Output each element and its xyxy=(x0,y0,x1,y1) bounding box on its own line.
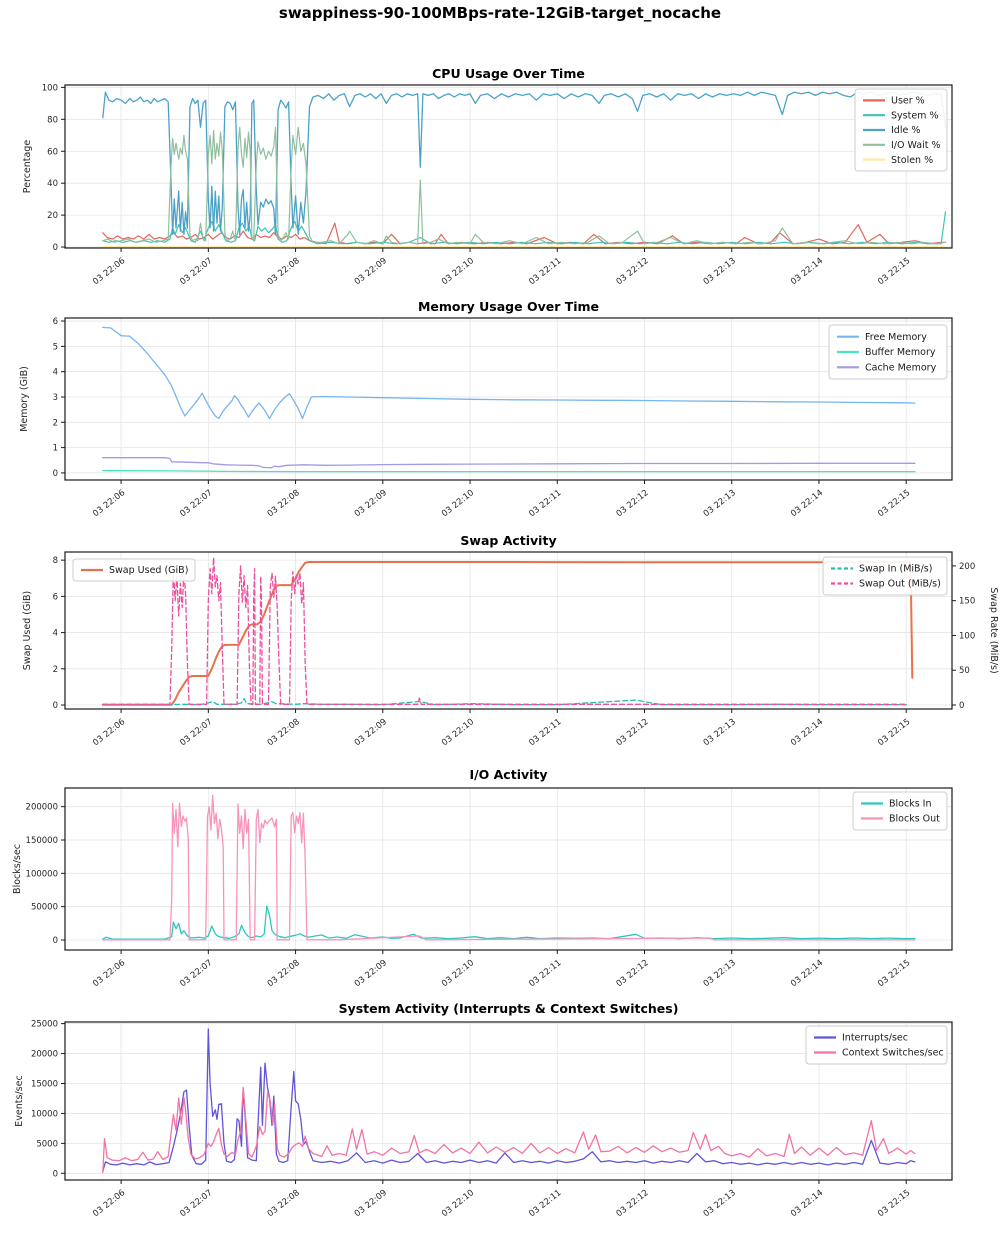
legend-label: Idle % xyxy=(891,125,920,136)
plot-border xyxy=(64,1021,953,1181)
legend-label: Free Memory xyxy=(865,332,927,343)
legend-label: Blocks Out xyxy=(889,814,940,825)
y-tick-label: 0 xyxy=(53,469,58,479)
y-axis-label: Swap Used (GiB) xyxy=(22,591,33,670)
y-tick-label: 80 xyxy=(47,115,58,125)
legend-label: Interrupts/sec xyxy=(842,1033,908,1044)
y-tick-label: 200000 xyxy=(26,803,58,813)
y-axis-label: Percentage xyxy=(22,140,33,194)
y-tick-label: 0 xyxy=(53,1169,58,1179)
legend-label: Swap Out (MiB/s) xyxy=(859,579,941,590)
y-tick-label: 100 xyxy=(42,83,58,93)
right-y-tick-label: 50 xyxy=(959,666,970,676)
legend: Free Memory Buffer Memory Cache Memory xyxy=(828,324,948,380)
legend-label: Swap Used (GiB) xyxy=(109,565,188,576)
legend: Blocks In Blocks Out xyxy=(852,791,948,831)
y-tick-label: 0 xyxy=(53,243,58,253)
series-buffer-memory xyxy=(102,469,916,473)
series-idle xyxy=(102,91,947,235)
y-tick-label: 20000 xyxy=(31,1050,58,1060)
y-tick-label: 0 xyxy=(53,701,58,711)
series-free-memory xyxy=(102,326,916,420)
figure-title: swappiness-90-100MBps-rate-12GiB-target_… xyxy=(278,4,722,22)
legend-label: Context Switches/sec xyxy=(842,1048,944,1059)
legend-label: I/O Wait % xyxy=(891,140,941,151)
chart-title: Memory Usage Over Time xyxy=(418,299,599,314)
chart-title: Swap Activity xyxy=(460,533,556,548)
y-tick-label: 6 xyxy=(53,592,58,602)
legend-label: Blocks In xyxy=(889,799,932,810)
y-axis-label: Memory (GiB) xyxy=(19,366,30,432)
y-tick-label: 150000 xyxy=(26,836,58,846)
y-tick-label: 100000 xyxy=(26,869,58,879)
series-cache-memory xyxy=(102,457,916,469)
right-y-tick-label: 0 xyxy=(959,701,964,711)
y-tick-label: 60 xyxy=(47,147,58,157)
y-tick-label: 1 xyxy=(53,444,58,454)
plot-border xyxy=(64,84,953,249)
series-i-o-wait xyxy=(102,126,947,245)
chart-title: System Activity (Interrupts & Context Sw… xyxy=(339,1001,679,1016)
legend: Interrupts/sec Context Switches/sec xyxy=(805,1025,948,1065)
y-tick-label: 2 xyxy=(53,418,58,428)
series-swap-in-mib-s xyxy=(102,698,907,706)
y-tick-label: 10000 xyxy=(31,1109,58,1119)
legend-label: Stolen % xyxy=(891,155,933,166)
y-tick-label: 15000 xyxy=(31,1079,58,1089)
y-axis-label: Events/sec xyxy=(14,1075,25,1126)
plot-border xyxy=(64,787,953,951)
series-swap-out-mib-s xyxy=(102,556,907,705)
legend-label: Buffer Memory xyxy=(865,347,936,358)
legend: Swap Used (GiB) xyxy=(72,558,196,582)
y-tick-label: 5 xyxy=(53,342,58,352)
right-y-tick-label: 100 xyxy=(959,631,975,641)
legend: Swap In (MiB/s) Swap Out (MiB/s) xyxy=(822,556,948,596)
y-tick-label: 20 xyxy=(47,211,58,221)
chart-title: I/O Activity xyxy=(469,767,547,782)
legend-label: System % xyxy=(891,110,938,121)
y-tick-label: 5000 xyxy=(36,1139,58,1149)
y-tick-label: 40 xyxy=(47,179,58,189)
y-tick-label: 25000 xyxy=(31,1020,58,1030)
y-tick-label: 2 xyxy=(53,665,58,675)
y-tick-label: 0 xyxy=(53,936,58,946)
y-axis-label: Blocks/sec xyxy=(12,844,23,894)
legend: User % System % Idle % I/O Wait % Stolen % xyxy=(854,88,948,172)
legend-label: Cache Memory xyxy=(865,363,937,374)
right-y-axis-label: Swap Rate (MiB/s) xyxy=(988,587,999,673)
right-y-tick-label: 150 xyxy=(959,597,975,607)
y-tick-label: 6 xyxy=(53,317,58,327)
plot-border xyxy=(64,551,953,710)
legend-label: Swap In (MiB/s) xyxy=(859,564,932,575)
legend-label: User % xyxy=(891,96,925,107)
right-y-tick-label: 200 xyxy=(959,562,975,572)
y-tick-label: 50000 xyxy=(31,903,58,913)
plot-border xyxy=(64,317,953,481)
series-context-switches-sec xyxy=(102,1087,916,1174)
y-tick-label: 3 xyxy=(53,393,58,403)
series-interrupts-sec xyxy=(102,1028,916,1173)
y-tick-label: 4 xyxy=(53,368,58,378)
y-tick-label: 8 xyxy=(53,556,58,566)
chart-title: CPU Usage Over Time xyxy=(432,66,585,81)
y-tick-label: 4 xyxy=(53,629,58,639)
series-blocks-out xyxy=(102,794,916,941)
